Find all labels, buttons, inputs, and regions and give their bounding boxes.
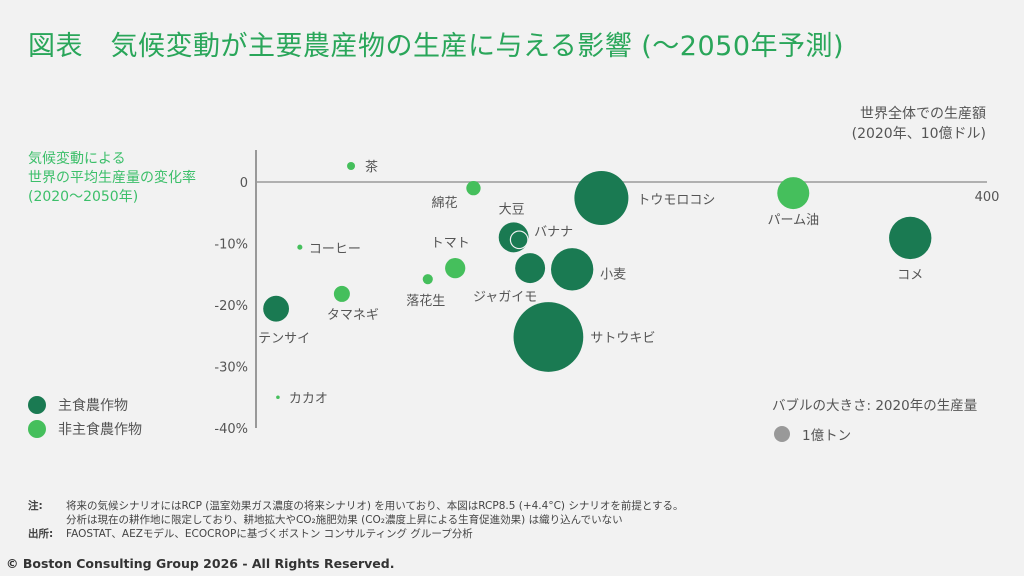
bubble-label: タマネギ (327, 308, 379, 323)
size-legend: バブルの大きさ: 2020年の生産量 1億トン (772, 394, 977, 444)
y-tick-label: -20% (214, 299, 248, 314)
y-tick-label: -30% (214, 361, 248, 376)
bubble-label: サトウキビ (590, 331, 655, 346)
bubble-label: トウモロコシ (637, 193, 715, 208)
legend-label: 主食農作物 (58, 398, 128, 414)
size-legend-label: 1億トン (802, 428, 852, 444)
y-axis-title-line: (2020～2050年) (28, 189, 139, 205)
x-axis-title-line: (2020年、10億ドル) (851, 126, 986, 142)
source-text: FAOSTAT、AEZモデル、ECOCROPに基づくボストン コンサルティング … (66, 528, 473, 540)
y-axis-title: 気候変動による 世界の平均生産量の変化率 (2020～2050年) (28, 150, 196, 207)
bubble-label: コメ (897, 268, 923, 283)
bubble-3 (777, 177, 810, 210)
bubble-1 (466, 180, 481, 196)
source-key: 出所: (28, 528, 54, 540)
note-line: 将来の気候シナリオにはRCP (温室効果ガス濃度の将来シナリオ) を用いており、… (66, 500, 684, 512)
y-tick-label: -40% (214, 422, 248, 437)
x-axis-title-line: 世界全体での生産額 (860, 106, 986, 122)
bubble-10 (550, 248, 594, 291)
bubble-label: パーム油 (767, 213, 819, 228)
bubble-11 (889, 216, 932, 260)
legend-item-non-staple: 非主食農作物 (28, 417, 142, 441)
legend-swatch-non-staple (28, 420, 46, 438)
y-tick-label: -10% (214, 238, 248, 253)
bubble-14 (513, 302, 584, 372)
bubble-label: コーヒー (309, 242, 361, 257)
bubble-6 (297, 244, 303, 250)
bubble-8 (422, 274, 433, 285)
y-tick-label: 0 (240, 176, 248, 191)
bubble-label: カカオ (289, 391, 328, 406)
bubble-2 (574, 170, 629, 226)
legend: 主食農作物 非主食農作物 (28, 393, 142, 441)
bubble-15 (276, 395, 280, 400)
x-tick-label: 400 (975, 190, 1000, 205)
size-legend-item: 1億トン (772, 424, 977, 444)
bubble-label: トマト (431, 236, 470, 251)
bubble-label: 茶 (365, 159, 378, 175)
legend-item-staple: 主食農作物 (28, 393, 142, 417)
footnotes: 注: 将来の気候シナリオにはRCP (温室効果ガス濃度の将来シナリオ) を用いてお… (28, 499, 684, 541)
size-legend-title: バブルの大きさ: 2020年の生産量 (772, 398, 978, 414)
bubble-13 (263, 295, 290, 322)
bubble-0 (347, 162, 356, 171)
bubble-9 (515, 253, 546, 284)
bubble-label: 綿花 (431, 195, 457, 211)
bubble-label: 大豆 (499, 202, 525, 217)
size-legend-bubble (774, 426, 790, 442)
note-key: 注: (28, 500, 43, 512)
bubble-label: 小麦 (600, 267, 626, 282)
legend-swatch-staple (28, 396, 46, 414)
bubble-label: 落花生 (406, 293, 445, 309)
y-axis-title-line: 世界の平均生産量の変化率 (28, 170, 196, 186)
bubble-label: バナナ (534, 225, 573, 240)
x-axis-title: 世界全体での生産額 (2020年、10億ドル) (852, 104, 986, 144)
legend-label: 非主食農作物 (58, 422, 142, 438)
bubble-5 (509, 230, 529, 250)
bubble-12 (333, 285, 350, 302)
y-axis-title-line: 気候変動による (28, 151, 126, 167)
copyright: © Boston Consulting Group 2026 - All Rig… (6, 556, 395, 571)
page-title: 図表 気候変動が主要農産物の生産に与える影響 (～2050年予測) (28, 31, 845, 62)
bubble-label: ジャガイモ (473, 290, 537, 305)
bubble-label: テンサイ (258, 332, 310, 347)
note-line: 分析は現在の耕作地に限定しており、耕地拡大やCO₂施肥効果 (CO₂濃度上昇によ… (66, 514, 623, 526)
bubble-7 (445, 257, 466, 279)
